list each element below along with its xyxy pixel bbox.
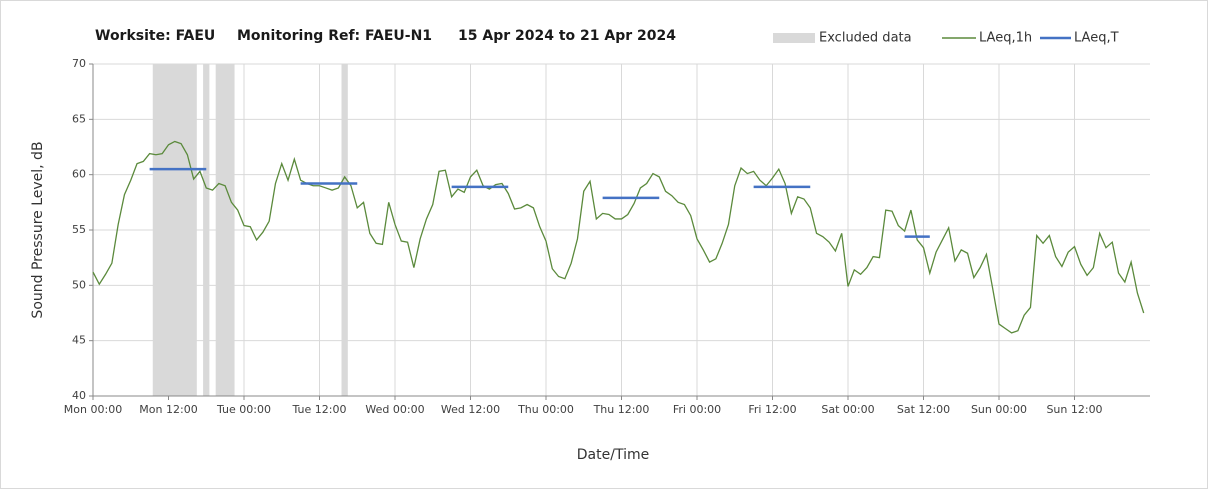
x-axis-title: Date/Time bbox=[577, 447, 649, 463]
x-tick-label: Mon 00:00 bbox=[64, 403, 122, 416]
legend-label: LAeq,T bbox=[1074, 31, 1119, 46]
x-tick-label: Fri 00:00 bbox=[673, 403, 721, 416]
x-tick-label: Mon 12:00 bbox=[139, 403, 197, 416]
y-tick-label: 70 bbox=[72, 57, 86, 70]
y-tick-label: 45 bbox=[72, 334, 86, 347]
y-tick-label: 40 bbox=[72, 389, 86, 402]
x-tick-label: Thu 00:00 bbox=[517, 403, 574, 416]
x-tick-label: Fri 12:00 bbox=[748, 403, 796, 416]
x-tick-label: Wed 00:00 bbox=[365, 403, 424, 416]
y-tick-label: 55 bbox=[72, 223, 86, 236]
y-axis-title: Sound Pressure Level, dB bbox=[30, 141, 46, 318]
x-tick-label: Tue 12:00 bbox=[292, 403, 347, 416]
title-worksite: Worksite: FAEU bbox=[95, 28, 215, 44]
legend-swatch bbox=[773, 33, 815, 43]
y-tick-label: 50 bbox=[72, 278, 86, 291]
x-tick-label: Sun 00:00 bbox=[971, 403, 1027, 416]
x-tick-label: Sat 00:00 bbox=[821, 403, 874, 416]
x-tick-label: Tue 00:00 bbox=[216, 403, 271, 416]
legend-label: Excluded data bbox=[819, 31, 912, 46]
y-tick-label: 65 bbox=[72, 112, 86, 125]
title-monitoring-ref: Monitoring Ref: FAEU-N1 bbox=[237, 28, 432, 44]
title-date-range: 15 Apr 2024 to 21 Apr 2024 bbox=[458, 28, 676, 44]
y-tick-label: 60 bbox=[72, 168, 86, 181]
x-tick-label: Thu 12:00 bbox=[593, 403, 650, 416]
x-tick-label: Wed 12:00 bbox=[441, 403, 500, 416]
x-tick-label: Sat 12:00 bbox=[897, 403, 950, 416]
legend-label: LAeq,1h bbox=[979, 31, 1032, 46]
data-line bbox=[92, 140, 1145, 334]
x-tick-label: Sun 12:00 bbox=[1046, 403, 1102, 416]
